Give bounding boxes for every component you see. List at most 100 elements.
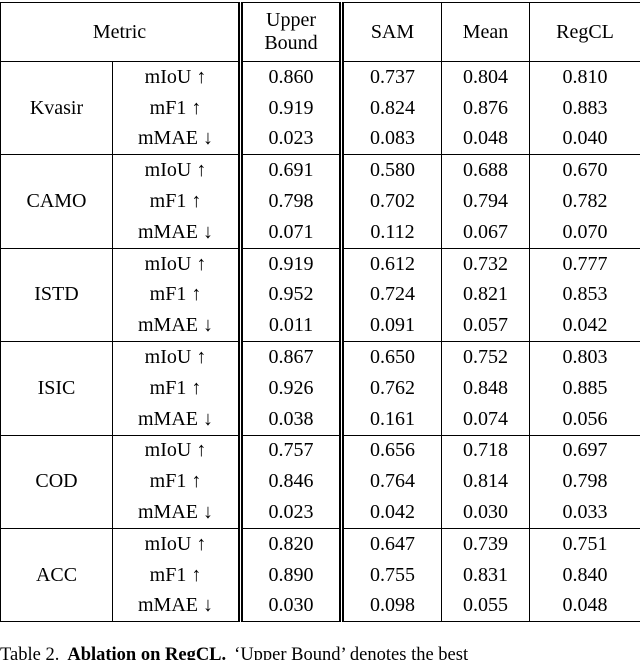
metric-label: mMAE ↓ (112, 216, 243, 249)
value-cell: 0.098 (341, 590, 442, 622)
value-cell: 0.070 (562, 220, 608, 243)
value-cell: 0.739 (441, 527, 530, 560)
value-cell: 0.876 (441, 92, 530, 124)
metric-label: mF1 ↑ (112, 372, 243, 404)
value-cell: 0.762 (341, 372, 442, 404)
value-cell: 0.803 (529, 341, 640, 373)
value-cell: 0.867 (240, 341, 344, 373)
value-cell: 0.040 (562, 127, 608, 150)
table-row: ISTD mIoU ↑ 0.919 0.612 0.732 0.777 (0, 247, 640, 342)
dataset-label: ACC (0, 527, 113, 622)
value-cell: 0.751 (529, 527, 640, 560)
metric-label: mIoU ↑ (112, 434, 243, 467)
table-row: mF1 ↑ 0.798 0.702 0.794 0.782 (1, 186, 640, 217)
table-row: mMAE ↓ 0.071 0.112 0.067 0.070 (1, 216, 640, 249)
metric-label: mF1 ↑ (112, 186, 243, 217)
value-cell: 0.688 (441, 154, 530, 187)
metric-label: mMAE ↓ (112, 310, 243, 342)
value-cell: 0.048 (441, 123, 530, 155)
column-header-regcl: RegCL (529, 2, 640, 62)
value-cell: 0.820 (240, 527, 344, 560)
caption-text: ‘Upper Bound’ denotes the best (234, 645, 469, 660)
value-cell: 0.814 (441, 466, 530, 498)
table-row: mMAE ↓ 0.038 0.161 0.074 0.056 (1, 403, 640, 436)
value-cell: 0.782 (562, 190, 608, 213)
table-row: mMAE ↓ 0.030 0.098 0.055 0.048 (1, 590, 640, 622)
value-cell: 0.718 (441, 434, 530, 467)
value-cell: 0.755 (341, 559, 442, 591)
metric-label: mMAE ↓ (112, 123, 243, 155)
value-cell: 0.821 (441, 279, 530, 311)
value-cell: 0.038 (240, 403, 344, 436)
table-row: Kvasir mIoU ↑ 0.860 0.737 0.804 0.810 (0, 60, 640, 155)
value-cell: 0.804 (441, 60, 530, 93)
dataset-label: ISIC (0, 341, 113, 436)
value-cell: 0.161 (341, 403, 442, 436)
column-header-sam: SAM (341, 2, 442, 62)
value-cell: 0.091 (341, 310, 442, 342)
metric-label: mF1 ↑ (112, 279, 243, 311)
value-cell: 0.794 (441, 186, 530, 217)
metric-label: mMAE ↓ (112, 590, 243, 622)
value-cell: 0.885 (562, 376, 608, 399)
value-cell: 0.023 (240, 497, 344, 529)
value-cell: 0.056 (562, 407, 608, 430)
value-cell: 0.112 (341, 216, 442, 249)
value-cell: 0.083 (341, 123, 442, 155)
table-row: ISIC mIoU ↑ 0.867 0.650 0.752 0.803 (0, 341, 640, 436)
column-header-mean: Mean (441, 2, 530, 62)
value-cell: 0.883 (562, 96, 608, 119)
value-cell: 0.926 (240, 372, 344, 404)
dataset-label: CAMO (0, 154, 113, 249)
value-cell: 0.702 (341, 186, 442, 217)
value-cell: 0.691 (240, 154, 344, 187)
value-cell: 0.853 (562, 283, 608, 306)
value-cell: 0.764 (341, 466, 442, 498)
table-row: COD mIoU ↑ 0.757 0.656 0.718 0.697 (0, 434, 640, 529)
dataset-label: Kvasir (0, 60, 113, 155)
table-row: mF1 ↑ 0.846 0.764 0.814 0.798 (1, 466, 640, 498)
dataset-label: ISTD (0, 247, 113, 342)
table-body: Kvasir mIoU ↑ 0.860 0.737 0.804 0.810 mF1 ↑ 0.9… (0, 60, 640, 622)
value-cell: 0.048 (562, 594, 608, 617)
value-cell: 0.067 (441, 216, 530, 249)
metric-label: mF1 ↑ (112, 92, 243, 124)
caption-label: Table 2. (0, 645, 60, 660)
table-caption: Table 2. Ablation on RegCL. ‘Upper Bound’ … (0, 645, 640, 660)
value-cell: 0.831 (441, 559, 530, 591)
table-row: mMAE ↓ 0.023 0.042 0.030 0.033 (1, 497, 640, 529)
metric-label: mMAE ↓ (112, 403, 243, 436)
table-row: mF1 ↑ 0.890 0.755 0.831 0.840 (1, 559, 640, 591)
metric-label: mIoU ↑ (112, 247, 243, 280)
value-cell: 0.042 (341, 497, 442, 529)
value-cell: 0.074 (441, 403, 530, 436)
value-cell: 0.846 (240, 466, 344, 498)
value-cell: 0.011 (240, 310, 344, 342)
metric-label: mIoU ↑ (112, 154, 243, 187)
metric-label: mF1 ↑ (112, 466, 243, 498)
metric-label: mMAE ↓ (112, 497, 243, 529)
table-row: mF1 ↑ 0.919 0.824 0.876 0.883 (1, 92, 640, 124)
value-cell: 0.057 (441, 310, 530, 342)
value-cell: 0.810 (529, 60, 640, 93)
value-cell: 0.919 (240, 92, 344, 124)
table-header: Metric Upper Bound SAM Mean RegCL (0, 2, 640, 62)
value-cell: 0.697 (529, 434, 640, 467)
value-cell: 0.848 (441, 372, 530, 404)
value-cell: 0.777 (529, 247, 640, 280)
value-cell: 0.055 (441, 590, 530, 622)
metric-label: mF1 ↑ (112, 559, 243, 591)
value-cell: 0.030 (441, 497, 530, 529)
table-row: mF1 ↑ 0.952 0.724 0.821 0.853 (1, 279, 640, 311)
caption-bold-title: Ablation on RegCL. (67, 645, 227, 660)
dataset-label: COD (0, 434, 113, 529)
table-row: mF1 ↑ 0.926 0.762 0.848 0.885 (1, 372, 640, 404)
table-row: mMAE ↓ 0.023 0.083 0.048 0.040 (1, 123, 640, 155)
value-cell: 0.757 (240, 434, 344, 467)
value-cell: 0.890 (240, 559, 344, 591)
ablation-results-table: Metric Upper Bound SAM Mean RegCL Kvasir… (0, 2, 640, 623)
value-cell: 0.650 (341, 341, 442, 373)
metric-label: mIoU ↑ (112, 341, 243, 373)
value-cell: 0.824 (341, 92, 442, 124)
